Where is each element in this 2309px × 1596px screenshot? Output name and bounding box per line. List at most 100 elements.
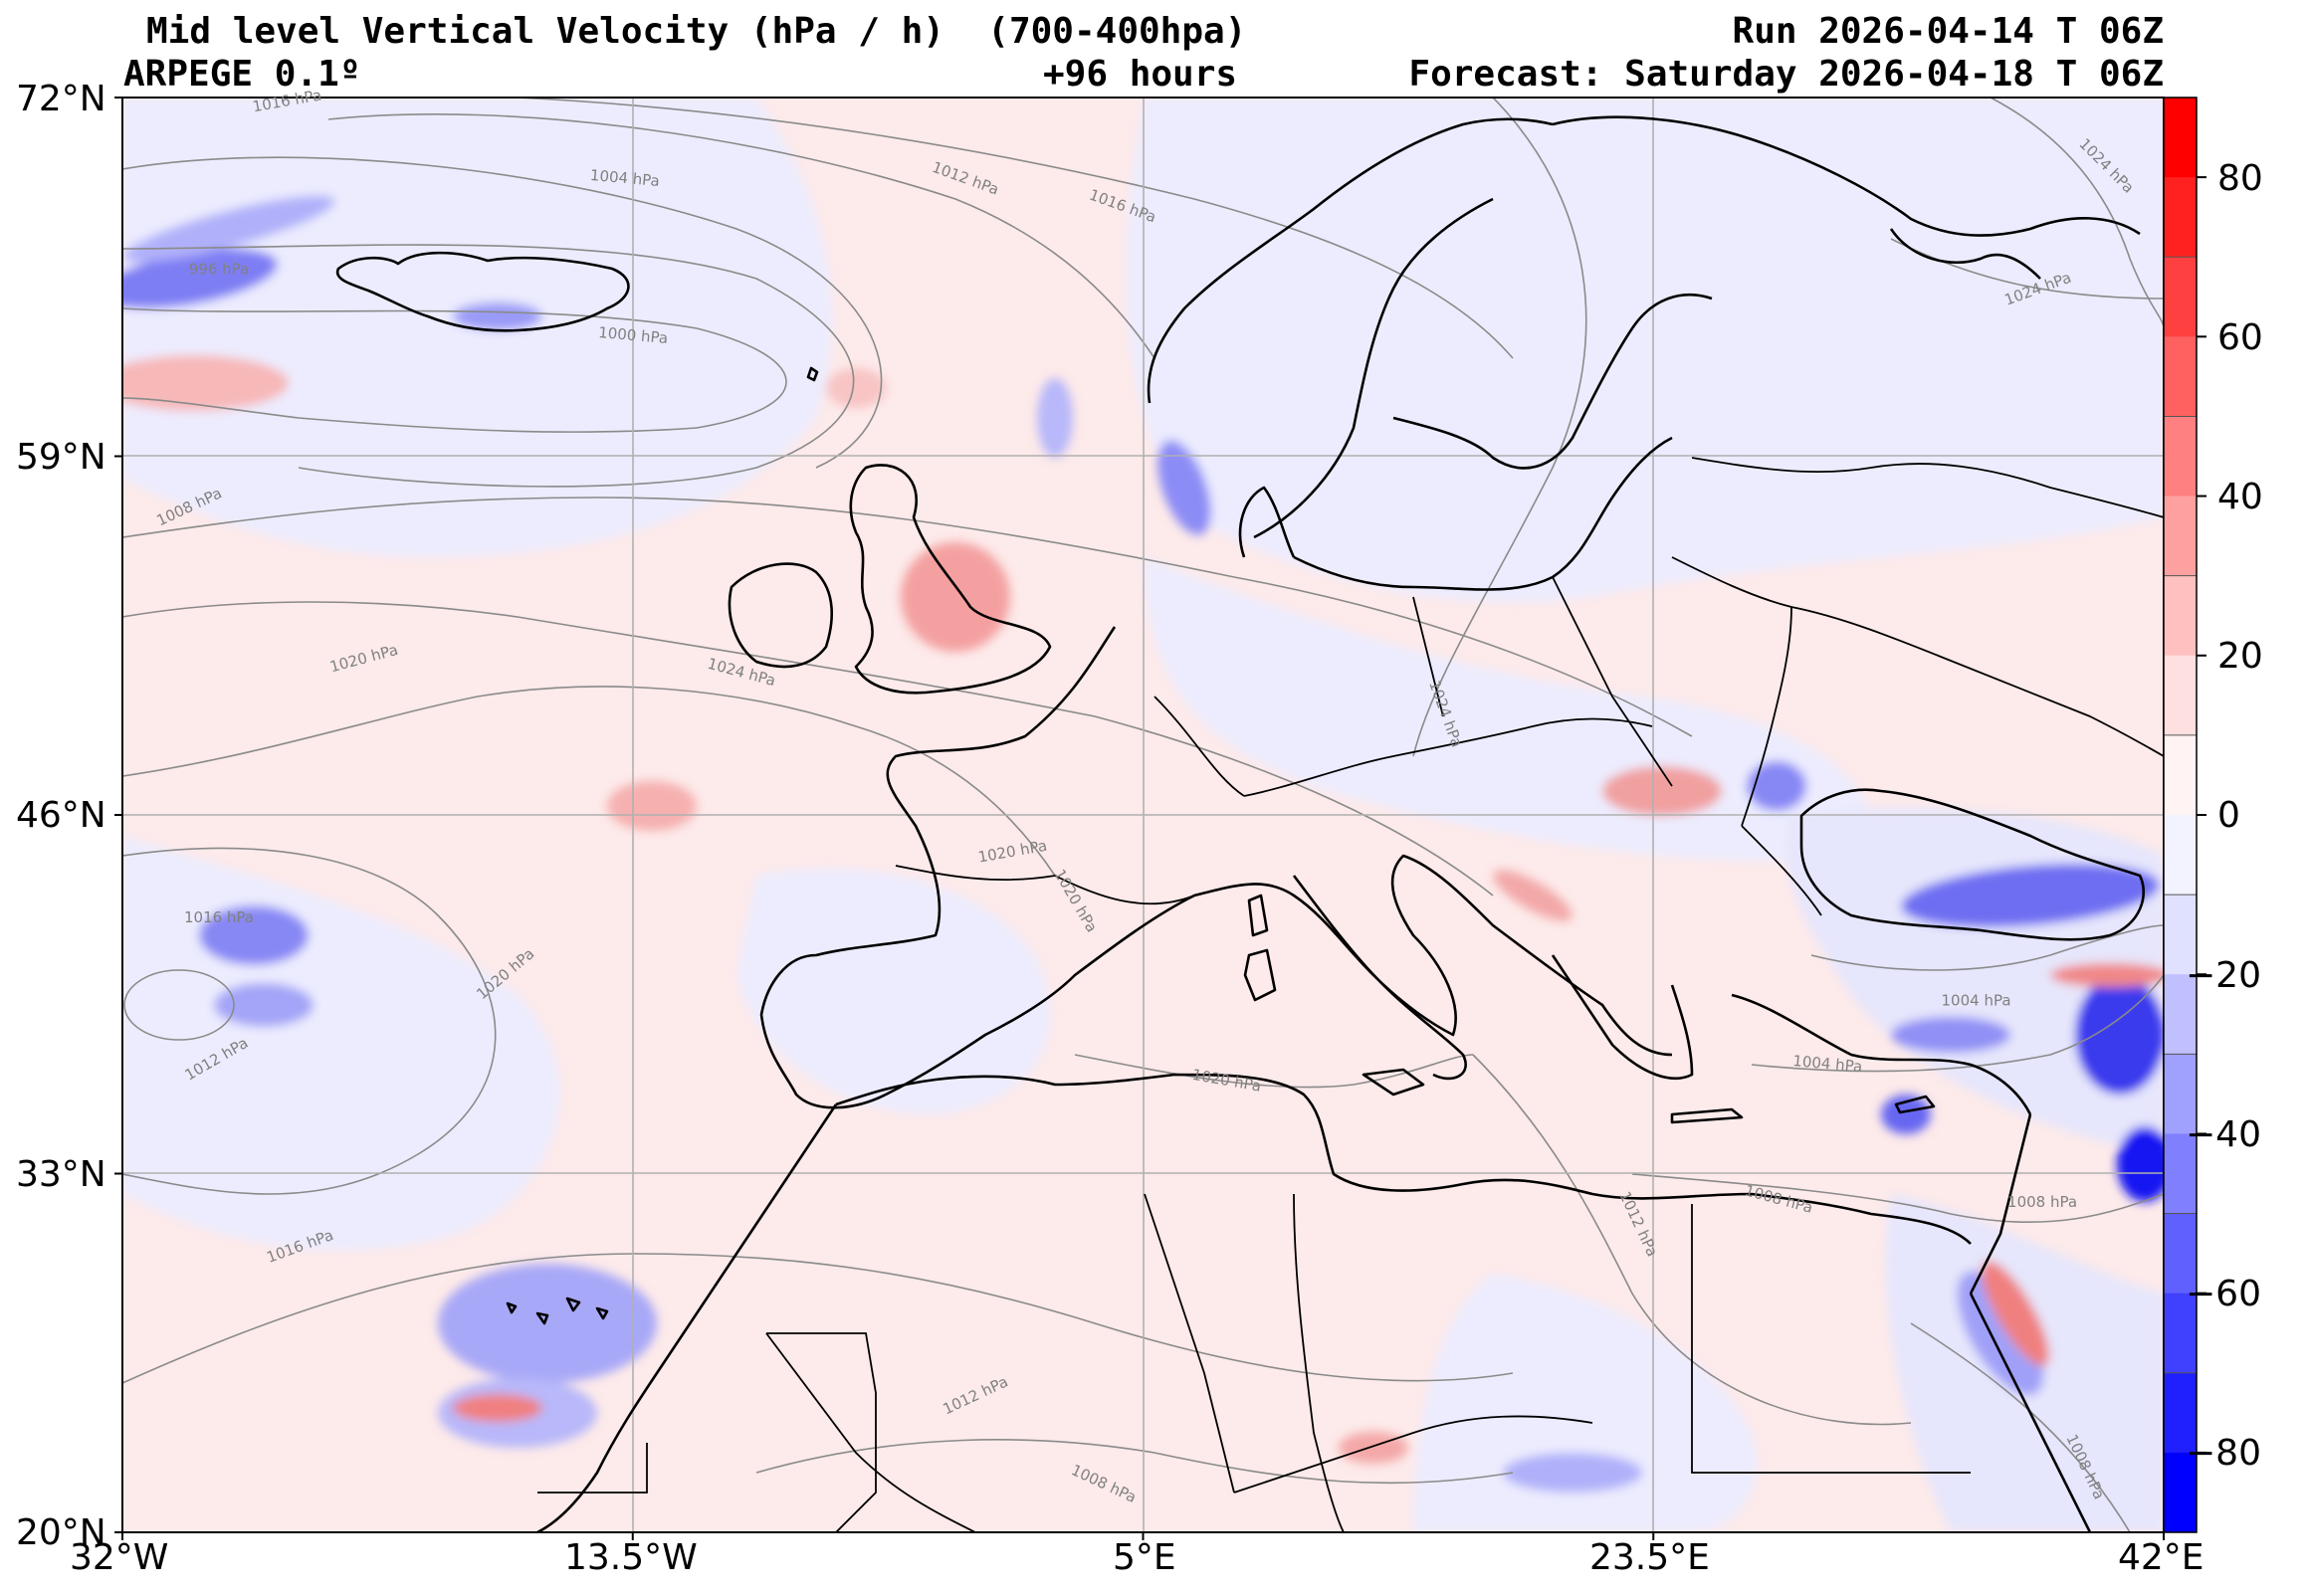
core-blue-black-sea: [1901, 864, 2160, 927]
core-blue-caspian: [2117, 1126, 2164, 1202]
core-red-adriatic: [1493, 870, 1573, 921]
field-blue-scandinavia: [1126, 98, 2164, 603]
lon-tick-5e: 5°E: [1113, 1537, 1176, 1578]
colorbar-band: [2164, 895, 2197, 975]
lat-tick-59: 59°N: [16, 437, 106, 478]
isobar: [1074, 1054, 1474, 1089]
lat-tick-33: 33°N: [16, 1154, 106, 1195]
britain-coast: [849, 464, 1052, 695]
lat-tick-72: 72°N: [16, 79, 106, 119]
sicily: [1362, 1068, 1425, 1097]
core-red-caucasus: [2050, 963, 2164, 987]
levant-coast: [1969, 1113, 2032, 1295]
isobar-label: 1016 hPa: [184, 908, 254, 926]
colorbar-band: [2164, 734, 2197, 816]
morocco-atlantic: [536, 1103, 838, 1532]
colorbar-tick-60: 60: [2217, 317, 2263, 358]
lon-tick-13.5w: 13.5°W: [564, 1537, 698, 1578]
cyprus: [1894, 1095, 1936, 1114]
isobar: [122, 307, 787, 433]
crete: [1670, 1107, 1744, 1124]
colorbar-band: [2164, 257, 2197, 337]
border: [1412, 576, 1673, 787]
border: [1671, 556, 2164, 757]
isobar: [1631, 1173, 2164, 1224]
isobar-label: 996 hPa: [189, 260, 249, 278]
colorbar-band: [2164, 177, 2197, 258]
lon-tick-32w: 32°W: [70, 1537, 169, 1578]
colorbar-band: [2164, 98, 2197, 178]
colorbar-band: [2164, 416, 2197, 498]
ireland-coast: [728, 562, 833, 669]
isobar: [122, 686, 1056, 877]
vertical-velocity-field: [122, 98, 2164, 1532]
turkey-south-coast: [1731, 993, 2032, 1115]
core-blue-cyprus: [1881, 1095, 1931, 1134]
lat-tick-20: 20°N: [16, 1512, 106, 1553]
core-red-greenland: [122, 355, 289, 411]
isobar-label: 1004 hPa: [1942, 991, 2011, 1009]
border: [1741, 825, 1822, 916]
colorbar-frame: [2163, 97, 2198, 1533]
colorbar-band: [2164, 1054, 2197, 1134]
lon-tick-23.5e: 23.5°E: [1589, 1537, 1710, 1578]
white-sea: [1889, 228, 2041, 280]
colorbar-band: [2164, 1213, 2197, 1295]
model-name: ARPEGE 0.1º: [123, 54, 361, 95]
colorbar-tick-40: 40: [2217, 477, 2263, 517]
border: [1293, 1193, 1345, 1532]
colorbar-tick-minus60: −60: [2186, 1274, 2261, 1314]
field-blue-sahara-east: [1413, 1274, 1758, 1532]
colorbar-band: [2164, 336, 2197, 417]
core-blue-iceland-west: [122, 249, 278, 308]
field-blue-iberia: [736, 868, 1051, 1114]
isobar: [327, 113, 1155, 359]
corsica: [1247, 894, 1269, 937]
core-blue-romania: [1747, 761, 1806, 811]
colorbar-band: [2164, 1372, 2197, 1454]
colorbar-band: [2164, 974, 2197, 1055]
core-blue-norway: [1157, 440, 1211, 535]
canary-islands: [506, 1297, 609, 1325]
baltic-coast: [1293, 436, 1673, 591]
core-blue-iceland: [453, 302, 542, 330]
faroe: [806, 366, 819, 382]
denmark-coast: [1238, 486, 1296, 558]
red-sea-west: [1969, 1293, 2092, 1532]
core-red-sinai: [1982, 1261, 2049, 1366]
core-red-norway-west: [826, 368, 886, 408]
isobar: [1890, 238, 2164, 299]
greece-coast: [1551, 954, 1694, 1080]
border: [895, 865, 1195, 905]
lon-tick-42e: 42°E: [2118, 1537, 2204, 1578]
north-africa-coast: [835, 1073, 1972, 1245]
isobar: [1751, 974, 2164, 1073]
colorbar-band: [2164, 1452, 2197, 1533]
isobar: [122, 1253, 1514, 1384]
lead-time: +96 hours: [1043, 54, 1238, 95]
isobar: [122, 847, 497, 1195]
border: [537, 1332, 976, 1532]
isobar: [122, 601, 1494, 897]
kola-peninsula: [1552, 115, 2141, 237]
colorbar-band: [2164, 575, 2197, 657]
isobar-contours: [122, 98, 2164, 1532]
colorbar-band: [2164, 655, 2197, 736]
coastlines: [335, 115, 2145, 1532]
isobar: [123, 969, 235, 1041]
border: [766, 1332, 877, 1532]
sweden-finland: [1253, 197, 1713, 539]
lat-tick-46: 46°N: [16, 795, 106, 836]
core-blue-iceland-west2: [122, 195, 335, 263]
core-blue-libya: [1503, 1453, 1642, 1493]
colorbar-tick-minus40: −40: [2186, 1114, 2261, 1155]
isobar: [1472, 1054, 1912, 1426]
isobar: [122, 156, 883, 469]
western-europe-coast: [759, 626, 1673, 1109]
colorbar-band: [2164, 1293, 2197, 1374]
forecast-time: Forecast: Saturday 2026-04-18 T 06Z: [1408, 54, 2164, 95]
colorbar-tick-80: 80: [2217, 158, 2263, 199]
core-blue-azores2: [214, 983, 314, 1027]
sardinia: [1243, 948, 1277, 1002]
